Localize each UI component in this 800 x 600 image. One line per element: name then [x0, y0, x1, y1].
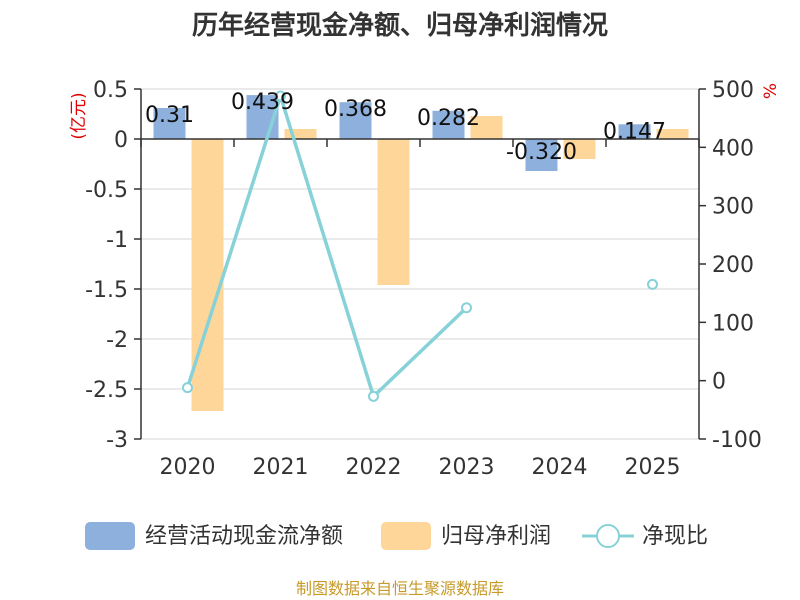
left-tick-label: 0 [114, 128, 128, 153]
ratio-point [461, 302, 472, 314]
x-category-label: 2021 [253, 455, 309, 480]
bar-data-label: 0.31 [145, 103, 194, 128]
left-tick-label: 0.5 [93, 78, 128, 103]
ratio-point [368, 390, 379, 402]
right-tick-label: 400 [712, 136, 754, 161]
right-tick-label: 100 [712, 311, 754, 336]
x-category-label: 2022 [346, 455, 402, 480]
right-tick-label: 200 [712, 253, 754, 278]
legend-marker-ratio [596, 524, 620, 548]
bar-data-label: 0.147 [603, 119, 666, 144]
bar-cashflow [618, 124, 651, 139]
bar-net-profit [563, 139, 596, 159]
left-tick-label: -1.5 [85, 278, 128, 303]
bar-data-label: 0.439 [231, 90, 294, 115]
bar-data-label: 0.368 [324, 97, 387, 122]
bars [153, 95, 689, 411]
right-tick-label: 0 [712, 370, 726, 395]
right-axis-unit: % [761, 83, 781, 99]
bar-cashflow [525, 139, 558, 171]
legend-label-net-profit: 归母净利润 [441, 524, 551, 549]
x-category-label: 2024 [532, 455, 588, 480]
x-category-label: 2025 [625, 455, 681, 480]
data-labels: 0.31 0.439 0.368 0.282 -0.320 0.147 [145, 90, 666, 165]
chart-title: 历年经营现金净额、归母净利润情况 [192, 10, 608, 41]
legend-label-cashflow: 经营活动现金流净额 [145, 524, 343, 549]
axes: 0.5 0 -0.5 -1 -1.5 -2 -2.5 -3 500 400 300 200 100 0 -1… [85, 78, 762, 480]
ratio-point [182, 382, 193, 394]
bar-data-label: -0.320 [506, 140, 577, 165]
left-tick-label: -2.5 [85, 378, 128, 403]
left-tick-label: -3 [106, 428, 128, 453]
bar-net-profit [377, 139, 410, 285]
left-tick-label: -2 [106, 328, 128, 353]
left-tick-label: -0.5 [85, 178, 128, 203]
right-tick-label: 300 [712, 195, 754, 220]
left-tick-label: -1 [106, 228, 128, 253]
left-axis-unit: (亿元) [69, 92, 89, 139]
right-tick-label: 500 [712, 78, 754, 103]
bar-cashflow [153, 108, 186, 139]
ratio-point [647, 278, 658, 290]
legend-label-ratio: 净现比 [642, 524, 708, 549]
ratio-line [182, 90, 658, 402]
ratio-point [275, 90, 286, 102]
bar-data-label: 0.282 [417, 106, 480, 131]
legend: 经营活动现金流净额 归母净利润 净现比 [85, 522, 708, 550]
bar-net-profit [191, 139, 224, 411]
legend-swatch-cashflow [85, 522, 135, 550]
bar-cashflow [432, 110, 465, 139]
x-category-label: 2023 [439, 455, 495, 480]
ratio-line-segment [185, 94, 468, 399]
bar-net-profit [656, 129, 689, 139]
bar-net-profit [470, 116, 503, 139]
right-tick-label: -100 [712, 428, 762, 453]
bar-net-profit [284, 129, 317, 139]
legend-swatch-net-profit [381, 522, 431, 550]
bar-cashflow [339, 102, 372, 139]
x-category-label: 2020 [160, 455, 216, 480]
source-note: 制图数据来自恒生聚源数据库 [296, 579, 504, 598]
